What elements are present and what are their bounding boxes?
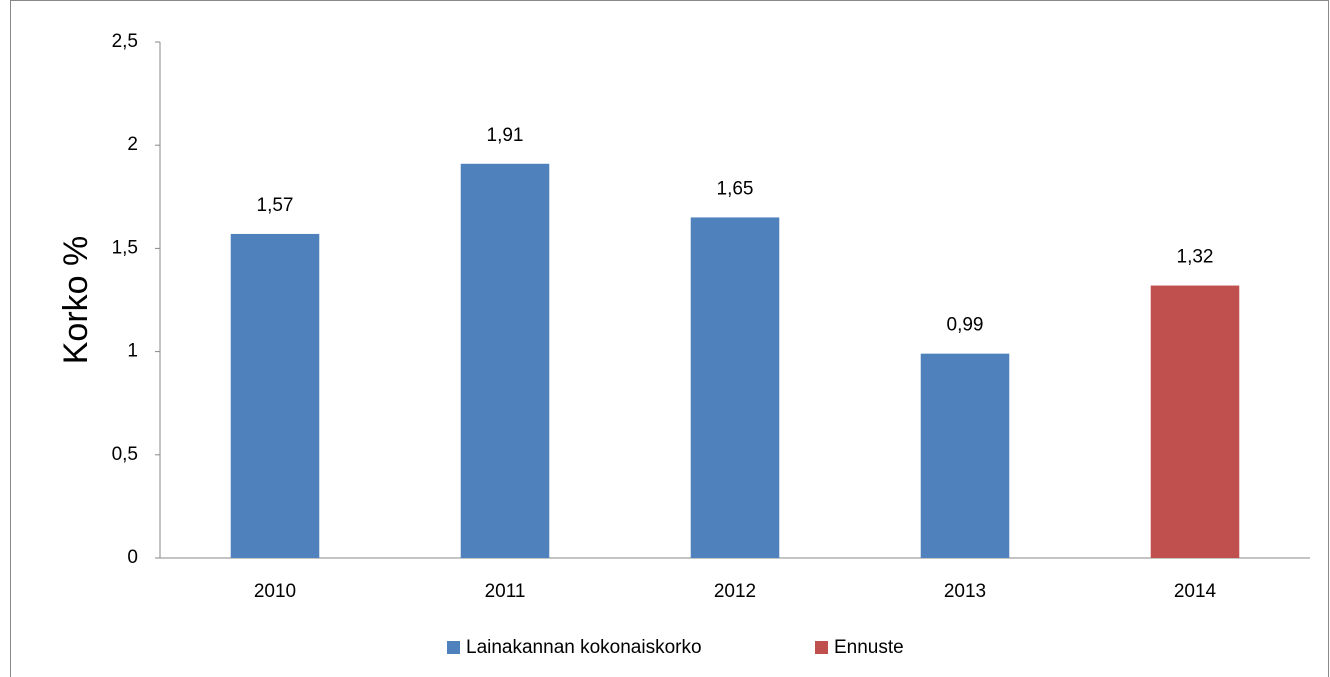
legend-swatch [815, 641, 828, 654]
y-tick-label: 0,5 [112, 444, 138, 465]
x-tick-label: 2013 [944, 581, 986, 602]
bar [460, 163, 550, 558]
y-tick-label: 2,5 [112, 31, 138, 52]
data-label: 1,57 [257, 195, 294, 216]
bar [920, 353, 1010, 558]
bar [690, 217, 780, 558]
x-tick-label: 2012 [714, 581, 756, 602]
x-tick-label: 2010 [254, 581, 296, 602]
legend-swatch [447, 641, 460, 654]
y-tick-label: 1,5 [112, 237, 138, 258]
data-label: 1,91 [487, 125, 524, 146]
y-tick-label: 0 [127, 547, 138, 568]
data-label: 1,65 [717, 178, 754, 199]
x-tick-label: 2011 [485, 581, 526, 602]
legend-label: Lainakannan kokonaiskorko [466, 637, 702, 658]
y-tick-label: 2 [127, 134, 138, 155]
legend-label: Ennuste [834, 637, 904, 658]
data-label: 0,99 [947, 315, 984, 336]
y-axis-title: Korko % [57, 236, 95, 365]
y-tick-label: 1 [127, 341, 138, 362]
data-label: 1,32 [1177, 247, 1214, 268]
x-tick-label: 2014 [1174, 581, 1217, 602]
chart-frame [10, 0, 1329, 677]
bar [1150, 285, 1240, 558]
bar [230, 233, 320, 558]
